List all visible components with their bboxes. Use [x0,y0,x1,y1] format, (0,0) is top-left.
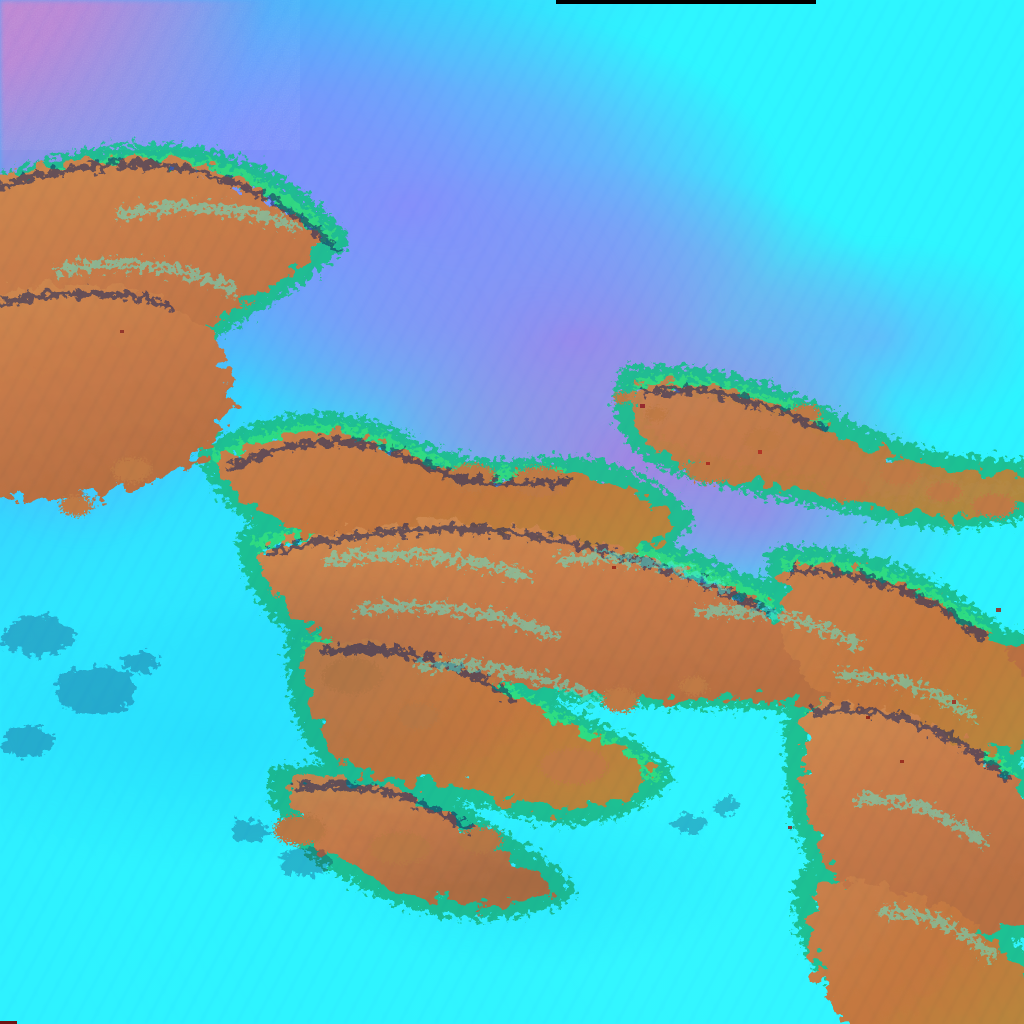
terrain-highlight-speckle [55,202,997,961]
hotspot-pixels-group [120,330,1001,829]
black-bar-marker [556,0,816,4]
island-specks-group [60,392,1016,864]
maroon-corner-tick [0,1021,17,1024]
terrain-land-group [0,157,1024,1024]
